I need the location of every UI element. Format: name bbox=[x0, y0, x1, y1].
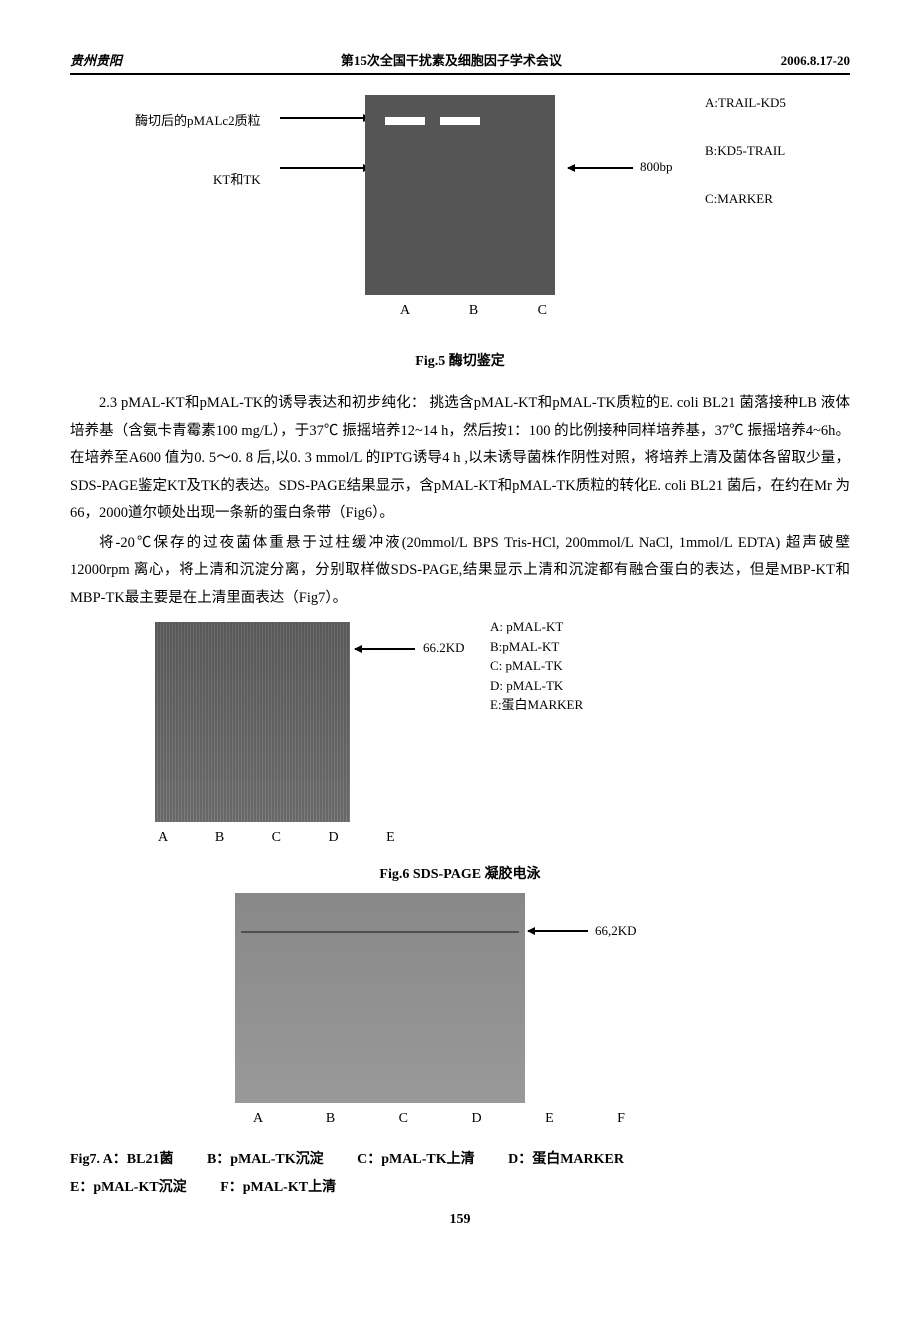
fig7-66kd-label: 66,2KD bbox=[595, 923, 637, 939]
fig7-gel-image bbox=[235, 893, 525, 1103]
fig7-caption: Fig7. A：BL21菌 B：pMAL-TK沉淀 C：pMAL-TK上清 D：… bbox=[70, 1146, 850, 1202]
fig6-legend-b: B:pMAL-KT bbox=[490, 637, 583, 657]
figure-6: 66.2KD A: pMAL-KT B:pMAL-KT C: pMAL-TK D… bbox=[155, 622, 850, 857]
fig5-band bbox=[385, 117, 425, 125]
fig7-cap-d: D：蛋白MARKER bbox=[508, 1146, 624, 1174]
fig6-caption: Fig.6 SDS-PAGE 凝胶电泳 bbox=[70, 863, 850, 883]
fig5-left-labels: 酶切后的pMALc2质粒 KT和TK bbox=[135, 110, 261, 228]
fig5-arrow-right bbox=[568, 167, 633, 169]
fig5-label-a: A:TRAIL-KD5 bbox=[705, 95, 786, 111]
fig7-cap-b: B：pMAL-TK沉淀 bbox=[207, 1146, 324, 1174]
fig5-lane-labels: A B C bbox=[400, 303, 575, 319]
fig5-label-c: C:MARKER bbox=[705, 191, 786, 207]
fig5-caption: Fig.5 酶切鉴定 bbox=[70, 350, 850, 370]
header-center: 第15次全国干扰素及细胞因子学术会议 bbox=[341, 50, 562, 69]
fig6-66kd-label: 66.2KD bbox=[423, 640, 465, 656]
fig6-legend-e: E:蛋白MARKER bbox=[490, 695, 583, 715]
fig6-arrow bbox=[355, 648, 415, 650]
fig5-arrow-2 bbox=[280, 167, 370, 169]
fig7-arrow bbox=[528, 930, 588, 932]
fig7-cap-e: E：pMAL-KT沉淀 bbox=[70, 1174, 187, 1202]
fig5-label-b: B:KD5-TRAIL bbox=[705, 143, 786, 159]
fig6-legend: A: pMAL-KT B:pMAL-KT C: pMAL-TK D: pMAL-… bbox=[490, 617, 583, 715]
paragraph-2-3: 2.3 pMAL-KT和pMAL-TK的诱导表达和初步纯化： 挑选含pMAL-K… bbox=[70, 390, 850, 528]
page-header: 贵州贵阳 第15次全国干扰素及细胞因子学术会议 2006.8.17-20 bbox=[70, 50, 850, 75]
fig7-cap-a: Fig7. A：BL21菌 bbox=[70, 1146, 173, 1174]
fig5-gel-image bbox=[365, 95, 555, 295]
paragraph-sonication: 将-20℃保存的过夜菌体重悬于过柱缓冲液(20mmol/L BPS Tris-H… bbox=[70, 530, 850, 613]
header-left: 贵州贵阳 bbox=[70, 50, 122, 69]
fig7-lane-labels: A B C D E F bbox=[253, 1111, 655, 1127]
fig6-gel-image bbox=[155, 622, 350, 822]
fig5-marker-800bp: 800bp bbox=[640, 159, 673, 175]
fig6-legend-c: C: pMAL-TK bbox=[490, 656, 583, 676]
fig7-cap-f: F：pMAL-KT上清 bbox=[220, 1174, 336, 1202]
fig5-label-plasmid: 酶切后的pMALc2质粒 bbox=[135, 110, 261, 129]
fig6-legend-d: D: pMAL-TK bbox=[490, 676, 583, 696]
header-right: 2006.8.17-20 bbox=[781, 53, 850, 69]
fig7-cap-c: C：pMAL-TK上清 bbox=[357, 1146, 474, 1174]
fig6-legend-a: A: pMAL-KT bbox=[490, 617, 583, 637]
figure-5: 酶切后的pMALc2质粒 KT和TK 800bp A:TRAIL-KD5 B:K… bbox=[70, 95, 850, 335]
fig5-right-labels: A:TRAIL-KD5 B:KD5-TRAIL C:MARKER bbox=[705, 95, 786, 239]
fig5-arrow-1 bbox=[280, 117, 370, 119]
page-number: 159 bbox=[70, 1212, 850, 1228]
fig5-label-kttc: KT和TK bbox=[135, 169, 261, 188]
fig6-lane-labels: A B C D E bbox=[158, 830, 417, 846]
figure-7: 66,2KD A B C D E F bbox=[235, 893, 850, 1138]
